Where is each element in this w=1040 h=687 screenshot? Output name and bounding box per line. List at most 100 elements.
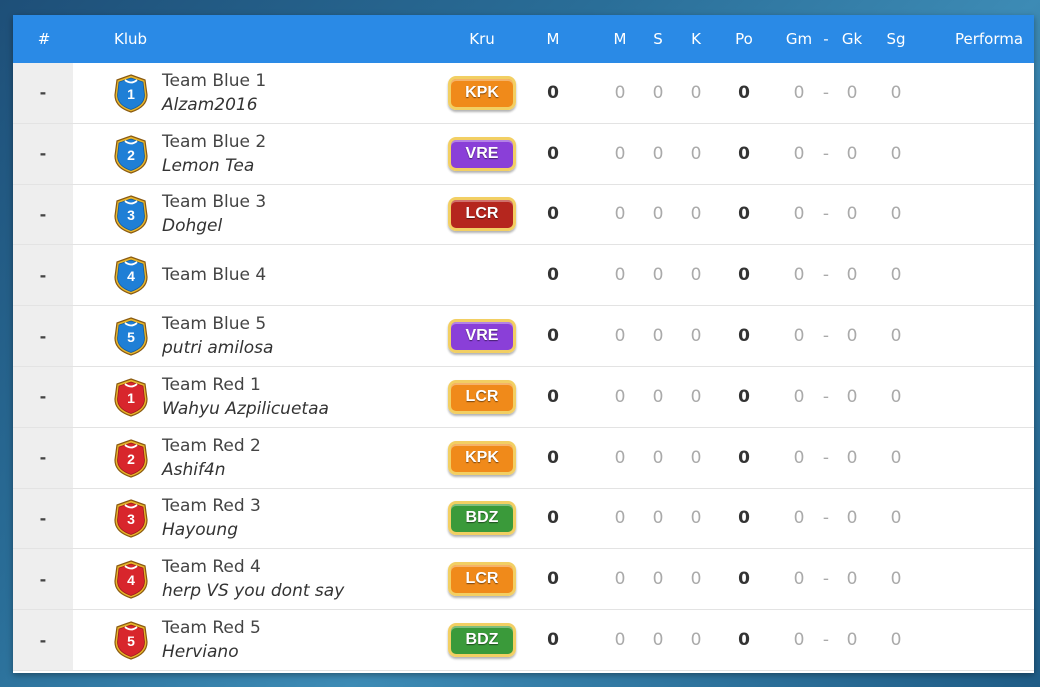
team-name[interactable]: Team Red 1	[162, 374, 261, 395]
header-played[interactable]: M	[546, 30, 560, 48]
svg-text:3: 3	[127, 511, 135, 527]
red-jersey-icon: 3	[112, 498, 150, 539]
header-crew[interactable]: Kru	[469, 30, 495, 48]
header-club[interactable]: Klub	[114, 30, 148, 48]
goals-for-value: 0	[793, 326, 805, 347]
team-name[interactable]: Team Red 4	[162, 557, 261, 578]
rank-cell: -	[13, 427, 73, 488]
goal-diff-value: 0	[890, 265, 902, 286]
table-row[interactable]: - 1 Team Blue 1 Alzam2016 KPK 0 0 0 0 0 0-0 0	[13, 63, 1034, 124]
header-draw[interactable]: S	[653, 30, 663, 48]
header-rank[interactable]: #	[37, 30, 51, 48]
blue-jersey-icon: 3	[112, 194, 150, 235]
header-points[interactable]: Po	[735, 30, 753, 48]
crew-badge[interactable]: BDZ	[448, 623, 516, 658]
manager-name[interactable]: Ashif4n	[162, 459, 226, 480]
played-value: 0	[547, 569, 559, 590]
table-row[interactable]: - 5 Team Blue 5 putri amilosa VRE 0 0 0 0 0 0-0 0	[13, 306, 1034, 367]
draw-value: 0	[652, 508, 664, 529]
points-value: 0	[738, 143, 750, 164]
manager-name[interactable]: herp VS you dont say	[162, 581, 345, 602]
table-row[interactable]: - 4 Team Red 4 herp VS you dont say LCR 0 0 0…	[13, 549, 1034, 611]
manager-name[interactable]: Wahyu Azpilicuetaa	[162, 398, 329, 419]
goal-diff-value: 0	[890, 82, 902, 103]
won-value: 0	[614, 204, 626, 225]
draw-value: 0	[652, 569, 664, 590]
header-goals-for[interactable]: Gm	[785, 30, 813, 48]
team-name[interactable]: Team Red 5	[162, 618, 261, 639]
header-performance[interactable]: Performa	[954, 30, 1024, 48]
club-info: Team Red 1 Wahyu Azpilicuetaa	[162, 367, 329, 427]
table-row[interactable]: - 3 Team Blue 3 Dohgel LCR 0 0 0 0 0 0-0 0	[13, 184, 1034, 246]
team-name[interactable]: Team Blue 3	[162, 192, 267, 213]
draw-value: 0	[652, 82, 664, 103]
team-name[interactable]: Team Blue 5	[162, 314, 267, 335]
club-info: Team Red 3 Hayoung	[162, 489, 261, 549]
table-row[interactable]: - 2 Team Blue 2 Lemon Tea VRE 0 0 0 0 0 0-0 0	[13, 123, 1034, 185]
team-name[interactable]: Team Blue 4	[162, 265, 267, 286]
goals-against-value: 0	[846, 204, 858, 225]
table-row[interactable]: - 5 Team Red 5 Herviano BDZ 0 0 0 0 0 0-0 0	[13, 610, 1034, 671]
points-value: 0	[738, 569, 750, 590]
blue-jersey-icon: 4	[112, 255, 150, 295]
table-row[interactable]: - 1 Team Red 1 Wahyu Azpilicuetaa LCR 0 0 0 0 0…	[13, 366, 1034, 428]
header-goals-against[interactable]: Gk	[841, 30, 863, 48]
points-value: 0	[738, 326, 750, 347]
crew-badge[interactable]: BDZ	[448, 501, 516, 536]
red-jersey-icon: 2	[112, 438, 150, 478]
header-won[interactable]: M	[613, 30, 627, 48]
club-info: Team Red 2 Ashif4n	[162, 428, 261, 488]
goal-diff-value: 0	[890, 143, 902, 164]
rank-cell: -	[13, 123, 73, 184]
goal-diff-value: 0	[890, 386, 902, 407]
crew-badge[interactable]: VRE	[448, 136, 516, 171]
team-name[interactable]: Team Red 3	[162, 496, 261, 517]
svg-text:2: 2	[127, 451, 135, 467]
goal-diff-value: 0	[890, 508, 902, 529]
goals-against-value: 0	[846, 143, 858, 164]
header-lost[interactable]: K	[691, 30, 701, 48]
manager-name[interactable]: Alzam2016	[162, 94, 258, 115]
goals-against-value: 0	[846, 630, 858, 651]
rank-value: -	[39, 144, 47, 164]
blue-jersey-icon: 1	[112, 73, 150, 113]
goals-against-value: 0	[846, 447, 858, 468]
crew-badge[interactable]: LCR	[448, 562, 516, 597]
rank-cell: -	[13, 306, 73, 366]
played-value: 0	[547, 630, 559, 651]
crew-badge[interactable]: KPK	[448, 440, 516, 475]
played-value: 0	[547, 386, 559, 407]
goal-diff-value: 0	[890, 204, 902, 225]
won-value: 0	[614, 569, 626, 590]
goals-separator: -	[822, 265, 830, 286]
table-row[interactable]: - 2 Team Red 2 Ashif4n KPK 0 0 0 0 0 0-0 0	[13, 427, 1034, 489]
won-value: 0	[614, 508, 626, 529]
lost-value: 0	[690, 447, 702, 468]
header-goal-diff[interactable]: Sg	[886, 30, 906, 48]
rank-value: -	[39, 630, 47, 650]
lost-value: 0	[690, 508, 702, 529]
club-info: Team Blue 5 putri amilosa	[162, 306, 273, 366]
red-jersey-icon: 4	[112, 559, 150, 599]
crew-badge[interactable]: VRE	[448, 319, 516, 354]
goals-against-value: 0	[846, 326, 858, 347]
table-row[interactable]: - 3 Team Red 3 Hayoung BDZ 0 0 0 0 0 0-0 0	[13, 488, 1034, 550]
crew-badge[interactable]: LCR	[448, 197, 516, 232]
manager-name[interactable]: Hayoung	[162, 520, 239, 541]
manager-name[interactable]: putri amilosa	[162, 338, 274, 359]
team-name[interactable]: Team Blue 1	[162, 70, 267, 91]
draw-value: 0	[652, 386, 664, 407]
manager-name[interactable]: Herviano	[162, 642, 239, 663]
lost-value: 0	[690, 143, 702, 164]
team-name[interactable]: Team Blue 2	[162, 131, 267, 152]
manager-name[interactable]: Dohgel	[162, 216, 223, 237]
lost-value: 0	[690, 204, 702, 225]
rank-value: -	[39, 326, 47, 346]
manager-name[interactable]: Lemon Tea	[162, 155, 255, 176]
crew-badge[interactable]: KPK	[448, 75, 516, 110]
won-value: 0	[614, 447, 626, 468]
team-name[interactable]: Team Red 2	[162, 435, 261, 456]
crew-badge[interactable]: LCR	[448, 379, 516, 414]
played-value: 0	[547, 508, 559, 529]
